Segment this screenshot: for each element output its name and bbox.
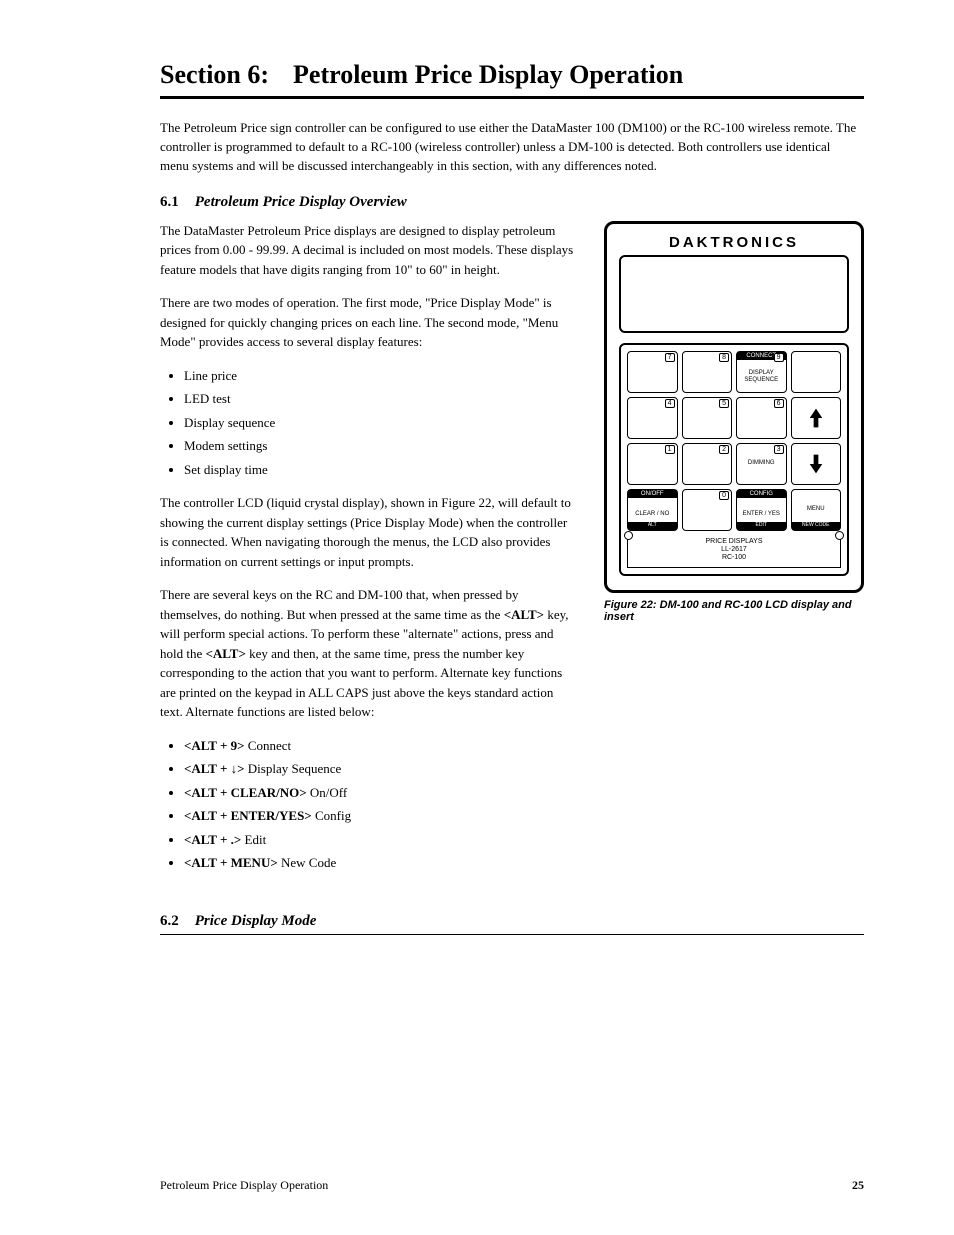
key-row: 1 2 3DIMMING [627,443,841,485]
list-item: <ALT + MENU> New Code [184,853,574,873]
key-clear-no: ON/OFF CLEAR / NO ALT [627,489,678,531]
keypad-frame: 7 8 CONNECT 9 DISPLAY SEQUENCE 4 5 6 [619,343,849,576]
key-8: 8 [682,351,733,393]
page-footer: Petroleum Price Display Operation 25 [160,1178,864,1193]
subsection-heading-row: 6.1 Petroleum Price Display Overview [160,194,864,211]
key-3: 3DIMMING [736,443,787,485]
page-number: 25 [852,1178,864,1193]
list-item: <ALT + CLEAR/NO> On/Off [184,783,574,803]
key-6: 6 [736,397,787,439]
key-0: 0 [682,489,733,531]
subsection-heading-row: 6.2 Price Display Mode [160,913,864,930]
section-rule [160,96,864,99]
list-item: <ALT + 9> Connect [184,736,574,756]
list-item: <ALT + .> Edit [184,830,574,850]
key-9: CONNECT 9 DISPLAY SEQUENCE [736,351,787,393]
brand-label: DAKTRONICS [619,234,849,251]
paragraph: The controller LCD (liquid crystal displ… [160,493,574,571]
list-item: Display sequence [184,413,574,433]
main-content-row: The DataMaster Petroleum Price displays … [160,221,864,887]
figure-column: DAKTRONICS 7 8 CONNECT 9 DISPLAY SEQUENC… [604,221,864,623]
key-row: 4 5 6 [627,397,841,439]
paragraph: The DataMaster Petroleum Price displays … [160,221,574,280]
key-menu: MENU NEW CODE [791,489,842,531]
key-2: 2 [682,443,733,485]
subsection-title: Petroleum Price Display Overview [195,194,407,211]
section-heading-row: Section 6: Petroleum Price Display Opera… [160,60,864,90]
subsection-title: Price Display Mode [195,913,317,930]
intro-paragraph: The Petroleum Price sign controller can … [160,119,860,176]
list-item: <ALT + ENTER/YES> Config [184,806,574,826]
key-arrow-down [791,443,842,485]
arrow-up-icon [808,407,824,429]
feature-bullet-list: Line price LED test Display sequence Mod… [160,366,574,480]
key-5: 5 [682,397,733,439]
subsection-number: 6.1 [160,194,179,211]
list-item: Modem settings [184,436,574,456]
key-4: 4 [627,397,678,439]
key-blank-r1 [791,351,842,393]
section-title: Petroleum Price Display Operation [293,60,683,90]
figure-caption: Figure 22: DM-100 and RC-100 LCD display… [604,599,864,623]
footer-left: Petroleum Price Display Operation [160,1178,328,1193]
list-item: <ALT + ↓> Display Sequence [184,759,574,779]
key-enter-yes: CONFIG ENTER / YES EDIT [736,489,787,531]
controller-device-diagram: DAKTRONICS 7 8 CONNECT 9 DISPLAY SEQUENC… [604,221,864,593]
key-arrow-up [791,397,842,439]
subsection-number: 6.2 [160,913,179,930]
alt-key-list: <ALT + 9> Connect <ALT + ↓> Display Sequ… [160,736,574,873]
alt-key-paragraph: There are several keys on the RC and DM-… [160,585,574,722]
list-item: LED test [184,389,574,409]
lcd-screen [619,255,849,333]
subsection-rule [160,934,864,935]
arrow-down-icon [808,453,824,475]
key-1: 1 [627,443,678,485]
section-number: Section 6: [160,60,269,90]
body-text-column: The DataMaster Petroleum Price displays … [160,221,574,887]
paragraph: There are two modes of operation. The fi… [160,293,574,352]
list-item: Line price [184,366,574,386]
insert-label-panel: PRICE DISPLAYS LL-2617 RC-100 [627,535,841,568]
key-row: ON/OFF CLEAR / NO ALT 0 CONFIG ENTER / Y… [627,489,841,531]
key-7: 7 [627,351,678,393]
key-row: 7 8 CONNECT 9 DISPLAY SEQUENCE [627,351,841,393]
list-item: Set display time [184,460,574,480]
